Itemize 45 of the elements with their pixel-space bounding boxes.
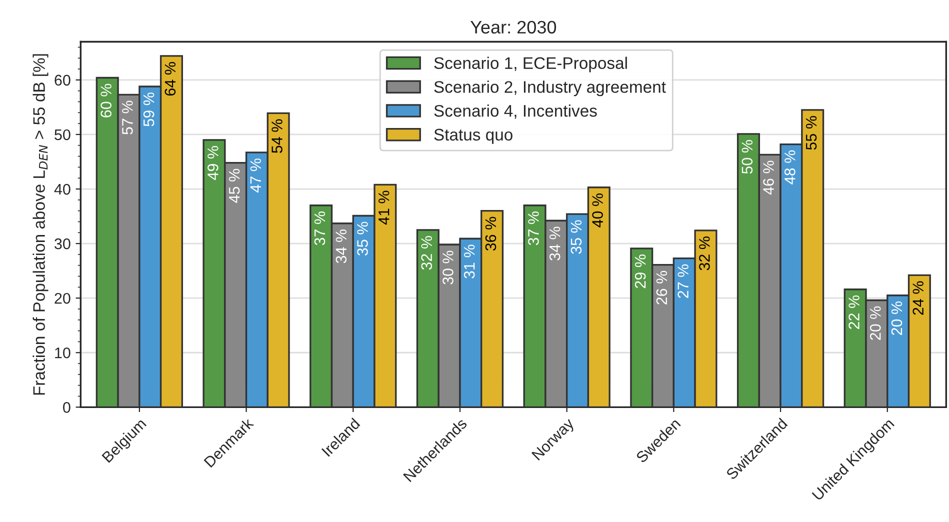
data-label: 59 % xyxy=(143,92,154,126)
data-label: 24 % xyxy=(912,281,924,315)
y-tick-label: 50 xyxy=(54,129,70,140)
data-label: 49 % xyxy=(208,146,218,180)
data-label: 41 % xyxy=(378,190,390,225)
data-label: 46 % xyxy=(763,160,774,195)
y-tick-label: 0 xyxy=(63,402,70,413)
legend-label: Scenario 4, Incentives xyxy=(434,104,597,119)
data-label: 20 % xyxy=(870,306,881,340)
data-label: 22 % xyxy=(848,295,860,329)
data-label: 47 % xyxy=(250,158,262,192)
data-label: 34 % xyxy=(336,229,347,264)
data-label: 20 % xyxy=(891,301,902,335)
data-label: 37 % xyxy=(528,211,539,246)
data-label: 48 % xyxy=(784,150,796,184)
data-label: 55 % xyxy=(806,116,817,150)
data-label: 32 % xyxy=(421,236,432,270)
chart-title: Year: 2030 xyxy=(470,20,556,34)
data-label: 35 % xyxy=(570,220,582,254)
data-label: 40 % xyxy=(592,193,603,228)
data-label: 36 % xyxy=(485,216,496,251)
data-label: 35 % xyxy=(357,222,368,256)
y-tick-label: 40 xyxy=(54,184,70,195)
data-label: 29 % xyxy=(634,254,646,288)
y-tick-label: 20 xyxy=(54,292,70,304)
legend-label: Scenario 2, Industry agreement xyxy=(434,80,666,96)
data-label: 54 % xyxy=(272,119,282,153)
data-label: 34 % xyxy=(549,226,560,260)
legend-label: Status quo xyxy=(434,128,512,144)
y-tick-label: 60 xyxy=(54,74,70,86)
data-label: 50 % xyxy=(742,140,753,174)
data-label: 64 % xyxy=(164,62,176,96)
legend-label: Scenario 1, ECE-Proposal xyxy=(434,56,627,72)
data-label: 31 % xyxy=(464,244,475,278)
y-tick-label: 10 xyxy=(55,347,70,358)
data-label: 32 % xyxy=(699,236,710,270)
data-label: 30 % xyxy=(442,250,454,284)
data-label: 27 % xyxy=(678,264,688,298)
data-label: 26 % xyxy=(656,270,668,304)
data-label: 57 % xyxy=(122,100,133,134)
data-label: 60 % xyxy=(100,84,112,118)
data-label: 45 % xyxy=(228,168,240,203)
y-tick-label: 30 xyxy=(54,238,70,250)
data-label: 37 % xyxy=(314,211,326,246)
y-axis-title: Fraction of Population above L$_{DEN}$ > 55 dB [%] xyxy=(32,54,48,395)
